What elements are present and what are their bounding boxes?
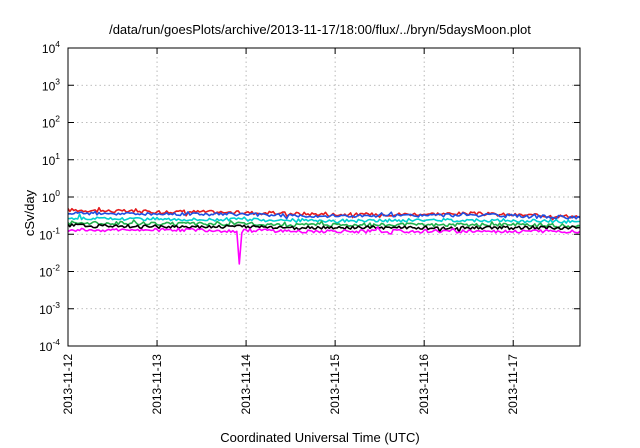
- y-tick-label: 10-4: [39, 337, 60, 354]
- x-tick-label: 2013-11-16: [417, 354, 431, 415]
- series-line-3: [68, 213, 580, 224]
- y-tick-label: 100: [42, 188, 60, 205]
- x-tick-label: 2013-11-14: [239, 354, 253, 415]
- x-tick-label: 2013-11-13: [150, 354, 164, 415]
- x-tick-label: 2013-11-12: [61, 354, 75, 415]
- y-axis-label: cSv/day: [22, 189, 37, 236]
- y-tick-label: 10-3: [39, 300, 60, 317]
- x-tick-label: 2013-11-17: [506, 354, 520, 415]
- series-line-2: [67, 210, 581, 220]
- x-tick-label: 2013-11-15: [328, 354, 342, 415]
- chart-title: /data/run/goesPlots/archive/2013-11-17/1…: [109, 22, 531, 37]
- series-line-5: [67, 223, 581, 233]
- y-tick-label: 10-1: [39, 225, 60, 242]
- series-line-1: [67, 206, 581, 221]
- y-tick-label: 104: [42, 39, 60, 56]
- y-tick-label: 101: [42, 151, 60, 168]
- y-tick-label: 102: [42, 114, 60, 131]
- x-axis-label: Coordinated Universal Time (UTC): [220, 430, 420, 445]
- series-line-6: [67, 226, 581, 265]
- series-line-4: [67, 219, 581, 229]
- y-tick-label: 10-2: [39, 263, 60, 280]
- y-tick-label: 103: [42, 76, 60, 93]
